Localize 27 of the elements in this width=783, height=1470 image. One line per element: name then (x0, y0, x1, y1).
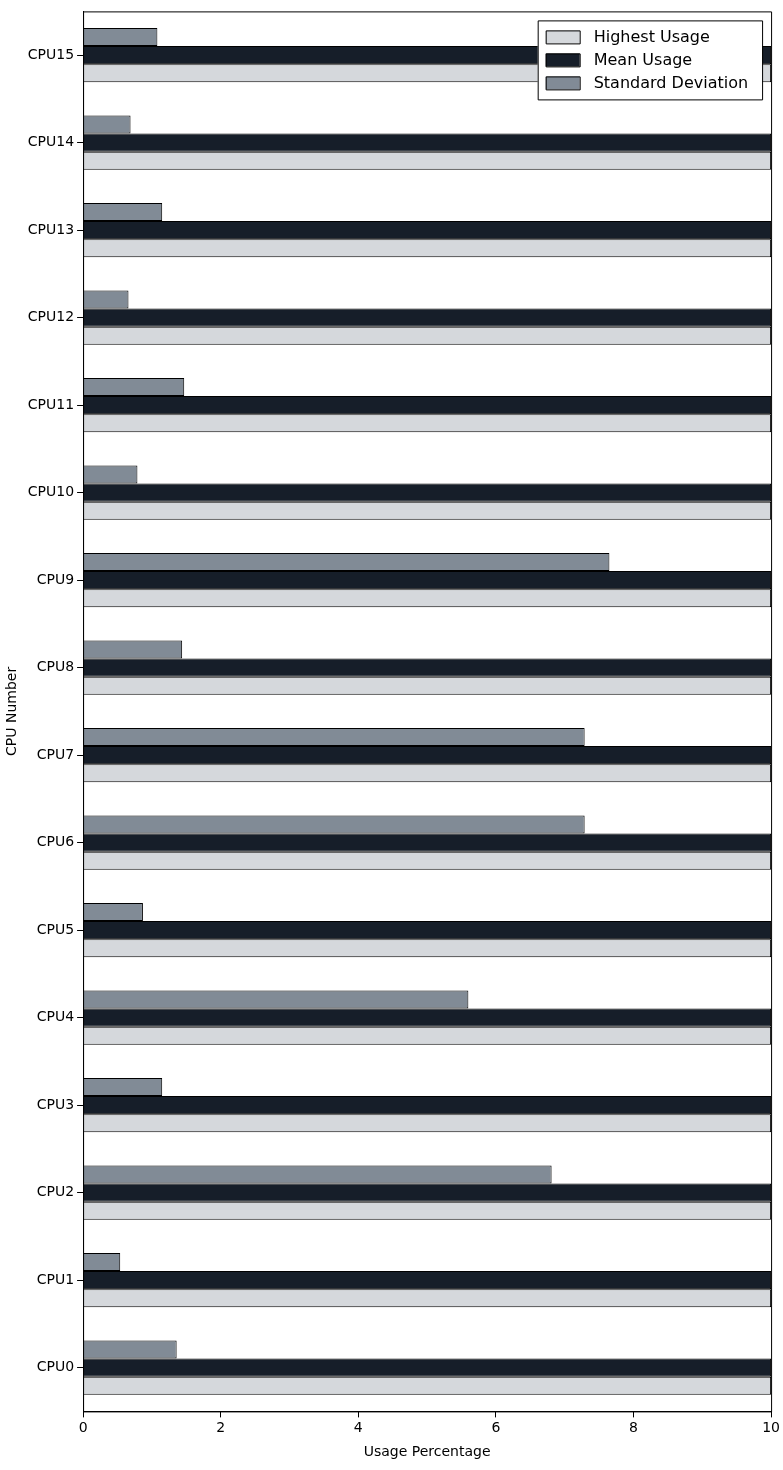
y-tick-label: CPU3 (36, 1095, 75, 1112)
y-tick-label: CPU6 (36, 833, 75, 850)
x-tick-label: 2 (216, 1419, 226, 1436)
y-tick-label: CPU14 (27, 133, 75, 150)
x-axis-title: Usage Percentage (363, 1443, 491, 1460)
y-tick-label: CPU5 (36, 920, 75, 937)
y-tick-label: CPU10 (27, 483, 75, 500)
y-tick-label: CPU12 (27, 308, 75, 325)
x-tick-label: 6 (491, 1419, 501, 1436)
legend-label: Highest Usage (593, 26, 710, 46)
y-tick-label: CPU7 (36, 745, 75, 762)
x-tick-label: 4 (353, 1419, 363, 1436)
y-tick-label: CPU8 (36, 658, 75, 675)
legend-label: Mean Usage (593, 49, 693, 69)
x-tick-label: 10 (762, 1419, 781, 1436)
y-axis-title: CPU Number (3, 666, 20, 756)
y-tick-label: CPU0 (36, 1358, 75, 1375)
y-tick-label: CPU11 (27, 395, 75, 412)
y-tick-label: CPU2 (36, 1183, 75, 1200)
y-tick-label: CPU13 (27, 220, 75, 237)
y-tick-label: CPU1 (36, 1270, 75, 1287)
y-tick-label: CPU9 (36, 570, 75, 587)
legend-label: Standard Deviation (593, 72, 749, 92)
y-tick-label: CPU15 (27, 45, 75, 62)
x-tick-label: 0 (78, 1419, 88, 1436)
y-tick-label: CPU4 (36, 1008, 75, 1025)
x-tick-label: 8 (629, 1419, 638, 1436)
